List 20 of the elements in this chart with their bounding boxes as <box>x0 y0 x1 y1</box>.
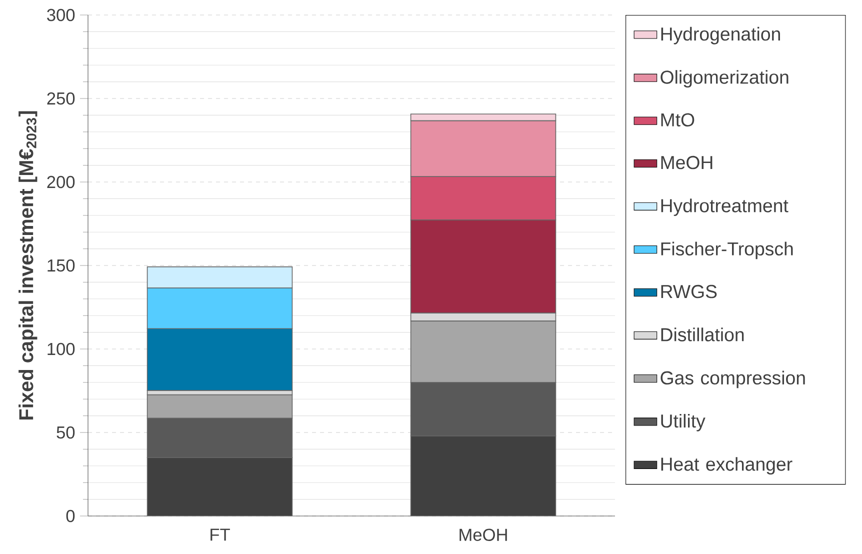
y-tick-label: 250 <box>47 92 75 105</box>
y-tick-label: 0 <box>66 510 75 522</box>
legend-label: Hydrogenation <box>661 26 780 44</box>
y-tick-label: 300 <box>47 8 75 22</box>
y-axis-title: Fixed capital investment [M€$_{2023}$] <box>18 111 38 420</box>
y-tick-label: 50 <box>56 426 75 439</box>
legend-label: Heat exchanger <box>661 457 792 475</box>
x-tick-label: FT <box>210 528 230 541</box>
legend-label: RWGS <box>661 284 717 298</box>
y-tick-label: 200 <box>47 176 75 188</box>
legend-label: Gas compression <box>660 370 805 388</box>
legend-label: Fischer-Tropsch <box>661 242 793 260</box>
legend-label: Oligomerization <box>660 70 788 88</box>
y-tick-label: 150 <box>48 259 75 272</box>
legend-label: Hydrotreatment <box>661 198 788 216</box>
legend-label: MeOH <box>661 156 712 170</box>
legend-label: MtO <box>661 113 694 126</box>
y-tick-label: 100 <box>48 342 75 356</box>
legend-label: Distillation <box>661 328 744 342</box>
legend-label: Utility <box>661 414 706 432</box>
